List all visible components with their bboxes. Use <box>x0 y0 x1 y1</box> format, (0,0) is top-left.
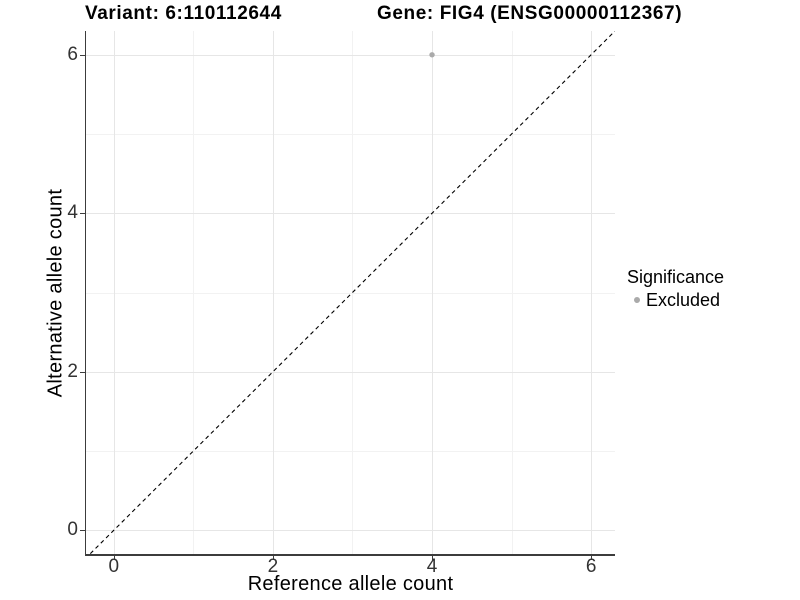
x-tick-label: 6 <box>585 556 597 577</box>
legend-entry-label: Excluded <box>646 290 721 310</box>
x-tick-label: 4 <box>426 556 438 577</box>
y-tick <box>80 213 85 215</box>
legend-key-dot-icon <box>634 297 640 303</box>
x-tick-label: 2 <box>267 556 279 577</box>
x-major-gridline <box>272 31 274 554</box>
y-major-gridline <box>86 213 615 215</box>
x-tick <box>591 555 593 560</box>
y-tick-label: 4 <box>67 202 78 224</box>
y-tick-label: 0 <box>67 519 78 541</box>
x-tick <box>432 555 434 560</box>
y-minor-gridline <box>86 134 615 135</box>
x-tick-label: 0 <box>108 556 120 577</box>
plot-title-gene: Gene: FIG4 (ENSG00000112367) <box>377 3 683 24</box>
y-tick <box>80 371 85 373</box>
y-axis-line <box>84 31 86 556</box>
x-axis-line <box>84 554 615 556</box>
x-axis-title: Reference allele count <box>247 573 454 595</box>
y-tick-label: 6 <box>67 43 78 65</box>
x-major-gridline <box>113 31 115 554</box>
plot-title-variant: Variant: 6:110112644 <box>85 3 282 24</box>
y-major-gridline <box>86 54 615 56</box>
x-major-gridline <box>591 31 593 554</box>
y-major-gridline <box>86 530 615 532</box>
x-tick <box>272 555 275 560</box>
y-minor-gridline <box>86 292 615 294</box>
y-tick-label: 2 <box>67 360 78 382</box>
y-tick <box>80 54 85 56</box>
x-tick <box>113 555 116 560</box>
legend-title: Significance <box>627 267 725 287</box>
y-minor-gridline <box>86 450 615 452</box>
y-major-gridline <box>86 371 615 373</box>
legend: Significance Excluded <box>627 266 724 311</box>
y-tick <box>80 530 85 532</box>
legend-entry: Excluded <box>627 289 724 311</box>
y-axis-title: Alternative allele count <box>44 188 67 398</box>
x-major-gridline <box>432 31 434 554</box>
